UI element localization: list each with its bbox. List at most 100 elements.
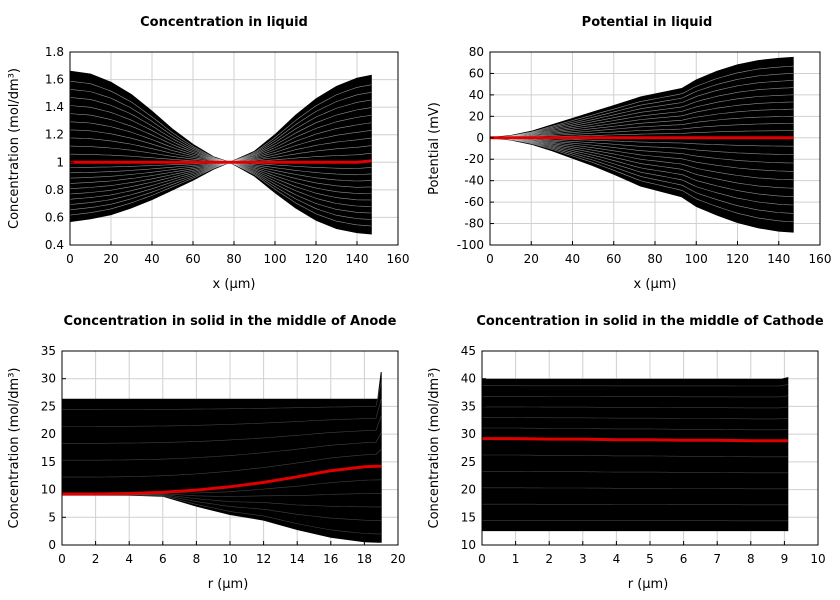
profile-curve-gap — [489, 137, 794, 164]
profile-envelope — [489, 56, 794, 233]
y-tick-label: 35 — [41, 344, 56, 358]
x-axis-label: x (µm) — [634, 277, 677, 292]
y-tick-label: -20 — [464, 152, 484, 166]
x-tick-label: 7 — [713, 552, 721, 566]
profile-curve-gap — [482, 384, 788, 387]
profile-curve-gap — [482, 427, 788, 431]
x-tick-label: 10 — [222, 552, 237, 566]
x-tick-label: 2 — [545, 552, 553, 566]
chart-title: Concentration in solid in the middle of … — [64, 314, 397, 329]
profile-curve-gap — [482, 406, 788, 409]
profile-curve-gap — [489, 137, 794, 172]
y-axis-label: Potential (mV) — [427, 102, 442, 195]
profile-envelope — [481, 376, 789, 532]
x-tick-label: 60 — [185, 252, 200, 266]
y-tick-label: 0.6 — [45, 210, 64, 224]
y-tick-label: 0 — [476, 131, 484, 145]
x-axis-label: r (µm) — [628, 577, 669, 592]
y-tick-label: 1.4 — [45, 100, 64, 114]
profile-curve-gap — [489, 137, 794, 214]
x-tick-label: 6 — [680, 552, 688, 566]
x-tick-label: 1 — [512, 552, 520, 566]
profile-curve-gap — [69, 162, 372, 214]
profile-curve-gap — [489, 65, 794, 139]
x-tick-label: 5 — [646, 552, 654, 566]
profile-curve-gap — [489, 123, 794, 139]
profile-curve-gap — [489, 137, 794, 155]
series-line — [482, 437, 788, 443]
profile-curve-gap — [69, 162, 372, 227]
y-axis-label: Concentration (mol/dm³) — [427, 368, 442, 529]
x-tick-label: 40 — [144, 252, 159, 266]
profile-curve-gap — [489, 137, 794, 189]
x-tick-label: 140 — [346, 252, 369, 266]
x-axis-label: x (µm) — [213, 277, 256, 292]
y-tick-label: 1.6 — [45, 73, 64, 87]
chart-title: Potential in liquid — [582, 15, 713, 30]
y-tick-label: 40 — [461, 372, 476, 386]
x-tick-label: 80 — [226, 252, 241, 266]
x-tick-label: 3 — [579, 552, 587, 566]
y-tick-label: 10 — [41, 483, 56, 497]
y-tick-label: 0 — [48, 538, 56, 552]
profile-curve-gap — [62, 415, 382, 444]
profile-curve-gap — [489, 80, 794, 139]
x-tick-label: 4 — [125, 552, 133, 566]
x-tick-label: 8 — [193, 552, 201, 566]
x-axis-label: r (µm) — [208, 577, 249, 592]
profile-curve-gap — [482, 503, 788, 506]
profile-curve-gap — [489, 137, 794, 181]
profile-curve-gap — [489, 137, 794, 206]
x-tick-label: 80 — [647, 252, 662, 266]
x-tick-label: 0 — [66, 252, 74, 266]
y-tick-label: 15 — [41, 455, 56, 469]
profile-curve-gap — [482, 417, 788, 420]
y-tick-label: 80 — [469, 45, 484, 59]
x-tick-label: 100 — [264, 252, 287, 266]
profile-curve-gap — [489, 137, 794, 197]
x-tick-label: 40 — [565, 252, 580, 266]
y-tick-label: 30 — [461, 427, 476, 441]
x-tick-label: 0 — [486, 252, 494, 266]
y-tick-label: 0.8 — [45, 183, 64, 197]
y-axis-label: Concentration (mol/dm³) — [7, 68, 22, 229]
x-tick-label: 160 — [809, 252, 832, 266]
x-tick-label: 4 — [613, 552, 621, 566]
series-line — [70, 159, 372, 164]
profile-envelope — [69, 70, 372, 235]
chart-2: 0 20 40 60 80 100 120 140 160 -100 -80 -60 -40 -20 0 20… — [427, 15, 831, 292]
x-tick-label: 14 — [290, 552, 305, 566]
profile-curve-gap — [62, 382, 382, 410]
y-tick-label: 40 — [469, 88, 484, 102]
profile-curve-gap — [489, 87, 794, 139]
y-tick-label: -60 — [464, 195, 484, 209]
x-tick-label: 20 — [103, 252, 118, 266]
x-tick-label: 8 — [747, 552, 755, 566]
y-tick-label: 1.8 — [45, 45, 64, 59]
y-tick-label: -40 — [464, 174, 484, 188]
profile-curve-gap — [482, 471, 788, 474]
chart-3: 0 2 4 6 8 10 12 14 16 18 20 0 5 10 15 20 25 30 35 Concentra… — [7, 314, 406, 592]
x-tick-label: 160 — [387, 252, 410, 266]
y-tick-label: 1.2 — [45, 128, 64, 142]
y-tick-label: 20 — [469, 109, 484, 123]
profile-curve-gap — [69, 162, 372, 194]
x-tick-label: 120 — [726, 252, 749, 266]
x-tick-label: 2 — [92, 552, 100, 566]
x-tick-label: 20 — [524, 252, 539, 266]
y-tick-label: 25 — [41, 399, 56, 413]
profile-curve-gap — [482, 487, 788, 490]
y-tick-label: -100 — [457, 238, 484, 252]
profile-curve-gap — [489, 73, 794, 139]
chart-title: Concentration in solid in the middle of … — [476, 314, 824, 329]
x-tick-label: 18 — [357, 552, 372, 566]
profile-curve-gap — [482, 454, 788, 458]
x-tick-label: 60 — [606, 252, 621, 266]
profile-curve-gap — [62, 432, 382, 461]
y-tick-label: 60 — [469, 66, 484, 80]
profile-curve-gap — [489, 137, 794, 223]
y-tick-label: 30 — [41, 372, 56, 386]
y-tick-label: 0.4 — [45, 238, 64, 252]
